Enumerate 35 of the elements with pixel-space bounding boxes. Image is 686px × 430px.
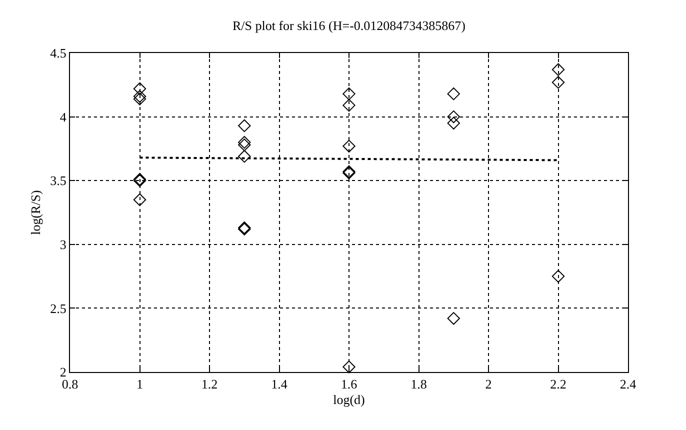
x-tick-label: 1.6 <box>340 376 358 392</box>
y-tick-label: 4.5 <box>50 46 66 61</box>
x-tick-label: 1 <box>136 376 143 392</box>
point <box>133 193 146 206</box>
y-axis-title: log(R/S) <box>28 190 44 235</box>
point <box>447 110 460 124</box>
point <box>552 63 565 76</box>
point <box>133 90 146 103</box>
point <box>238 150 251 163</box>
point <box>133 92 146 106</box>
point <box>447 87 460 100</box>
x-axis-title: log(d) <box>333 392 365 408</box>
point <box>447 116 460 130</box>
y-tick-label: 2.5 <box>50 300 66 316</box>
point <box>342 360 356 374</box>
y-tick-label: 3.5 <box>50 173 66 188</box>
y-tick-label: 3 <box>60 236 66 252</box>
x-tick-label: 2 <box>485 376 492 392</box>
x-tick-label: 2.2 <box>550 376 566 392</box>
point <box>238 119 251 132</box>
x-tick-label: 1.4 <box>271 376 288 392</box>
x-tick-label: 1.8 <box>410 376 427 392</box>
point <box>552 76 565 89</box>
x-tick-label: 1.2 <box>201 376 218 392</box>
point <box>342 98 356 112</box>
point <box>447 312 460 325</box>
point <box>133 82 146 96</box>
x-tick-label: 2.4 <box>620 376 637 392</box>
y-tick-label: 4 <box>60 109 67 124</box>
point <box>552 270 565 283</box>
chart-title: R/S plot for ski16 (H=-0.012084734385867) <box>232 18 466 34</box>
point <box>238 138 251 152</box>
point <box>342 140 356 152</box>
point <box>342 87 356 100</box>
point <box>238 136 251 149</box>
